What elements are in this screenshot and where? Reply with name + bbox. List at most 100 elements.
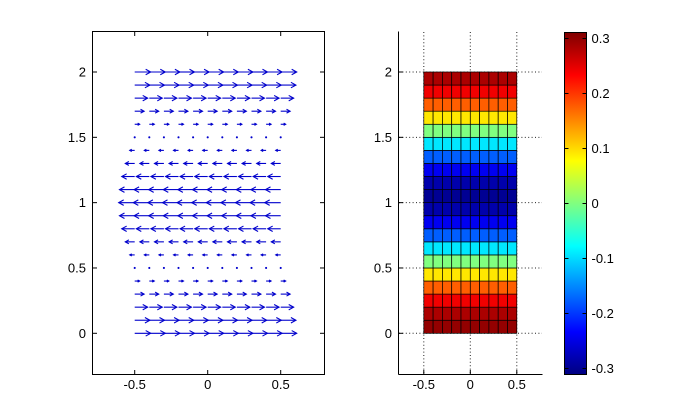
- heatmap-cell: [507, 254, 518, 269]
- quiver-arrowhead: [143, 148, 147, 152]
- heatmap-cell: [469, 71, 480, 86]
- quiver-arrowhead: [142, 303, 149, 311]
- quiver-arrowhead: [184, 108, 190, 114]
- quiver-arrowhead: [234, 199, 241, 206]
- quiver-arrowhead: [215, 94, 222, 102]
- heatmap-cell: [423, 267, 434, 282]
- colorbar-tick-label: -0.1: [592, 251, 614, 266]
- heatmap-cell: [442, 97, 453, 112]
- quiver-dot: [265, 266, 268, 270]
- heatmap-cell: [432, 150, 443, 164]
- quiver-arrowhead: [249, 186, 257, 193]
- heatmap-cell: [507, 228, 518, 243]
- heatmap-cell: [469, 163, 480, 177]
- heatmap-cell: [497, 150, 508, 164]
- heatmap-cell: [460, 71, 471, 86]
- y-tick-label: 1.5: [374, 130, 392, 145]
- heatmap-cell: [423, 136, 434, 151]
- y-tick-label: 1: [385, 195, 392, 210]
- quiver-arrowhead: [249, 212, 257, 219]
- heatmap-cell: [423, 228, 434, 243]
- heatmap-cell: [442, 84, 453, 99]
- quiver-arrowhead: [162, 212, 169, 219]
- heatmap-cell: [432, 176, 443, 190]
- heatmap-cell: [451, 293, 462, 308]
- quiver-arrowhead: [182, 239, 188, 245]
- quiver-arrowhead: [161, 199, 168, 206]
- heatmap-cell: [479, 110, 490, 125]
- quiver-arrowhead: [193, 225, 200, 232]
- quiver-arrowhead: [135, 225, 142, 232]
- quiver-arrowhead: [220, 186, 227, 193]
- quiver-arrowhead: [157, 303, 164, 311]
- quiver-arrowhead: [290, 81, 298, 89]
- y-tick-label: 0.5: [68, 260, 86, 275]
- quiver-arrowhead: [181, 279, 185, 283]
- quiver-arrowhead: [164, 173, 171, 180]
- quiver-arrowhead: [252, 173, 259, 180]
- quiver-arrowhead: [167, 161, 173, 166]
- heatmap-cell: [479, 97, 490, 112]
- heatmap-cell: [479, 202, 490, 217]
- heatmap-cell: [488, 254, 499, 269]
- heatmap-cell: [488, 150, 499, 164]
- quiver-arrowhead: [205, 186, 213, 193]
- heatmap-cell: [432, 97, 443, 112]
- quiver-arrowhead: [166, 279, 170, 283]
- heatmap-cell: [442, 228, 453, 243]
- heatmap-cell: [507, 97, 518, 112]
- quiver-arrowhead: [201, 148, 206, 152]
- heatmap-cell: [451, 163, 462, 177]
- quiver-arrowhead: [149, 173, 157, 180]
- heatmap-cell: [460, 267, 471, 282]
- heatmap-cell: [460, 215, 471, 230]
- heatmap-cell: [442, 293, 453, 308]
- quiver-arrowhead: [172, 148, 176, 152]
- heatmap-cell: [432, 110, 443, 125]
- heatmap-cell: [488, 267, 499, 282]
- quiver-arrowhead: [146, 199, 154, 206]
- heatmap-cell: [460, 319, 471, 334]
- heatmap-cell: [507, 123, 518, 138]
- heatmap-cell: [507, 110, 518, 125]
- heatmap-cell: [469, 123, 480, 138]
- heatmap-cell: [497, 254, 508, 269]
- quiver-dot: [206, 266, 209, 270]
- heatmap-cell: [507, 163, 518, 177]
- quiver-arrowhead: [239, 122, 243, 126]
- heatmap-cell: [479, 293, 490, 308]
- heatmap-cell: [507, 176, 518, 190]
- quiver-arrowhead: [166, 122, 170, 126]
- heatmap-cell: [488, 293, 499, 308]
- heatmap-cell: [442, 123, 453, 138]
- quiver-arrowhead: [143, 253, 147, 257]
- heatmap-cell: [469, 136, 480, 151]
- heatmap-cell: [479, 215, 490, 230]
- heatmap-cell: [451, 319, 462, 334]
- heatmap-cell: [451, 189, 462, 204]
- quiver-arrowhead: [197, 161, 203, 166]
- quiver-arrowhead: [222, 225, 230, 232]
- heatmap-cell: [432, 319, 443, 334]
- heatmap-cell: [432, 123, 443, 138]
- axes-box: [92, 31, 325, 375]
- heatmap-cell: [497, 319, 508, 334]
- heatmap-cell: [507, 306, 518, 321]
- quiver-arrowhead: [171, 94, 178, 102]
- heatmap-cells: [423, 71, 518, 334]
- heatmap-cell: [488, 280, 499, 295]
- quiver-arrowhead: [191, 212, 198, 219]
- quiver-arrowhead: [244, 303, 251, 311]
- heatmap-cell: [497, 202, 508, 217]
- quiver-arrowhead: [184, 291, 190, 297]
- heatmap-cell: [497, 71, 508, 86]
- quiver-arrowhead: [186, 303, 193, 311]
- quiver-arrowhead: [193, 173, 200, 180]
- heatmap-cell: [507, 189, 518, 204]
- heatmap-cell: [451, 241, 462, 256]
- quiver-dot: [133, 266, 136, 270]
- quiver-arrowhead: [222, 173, 230, 180]
- quiver-arrowhead: [154, 291, 160, 297]
- quiver-arrowhead: [187, 253, 191, 257]
- quiver-dot: [206, 136, 209, 139]
